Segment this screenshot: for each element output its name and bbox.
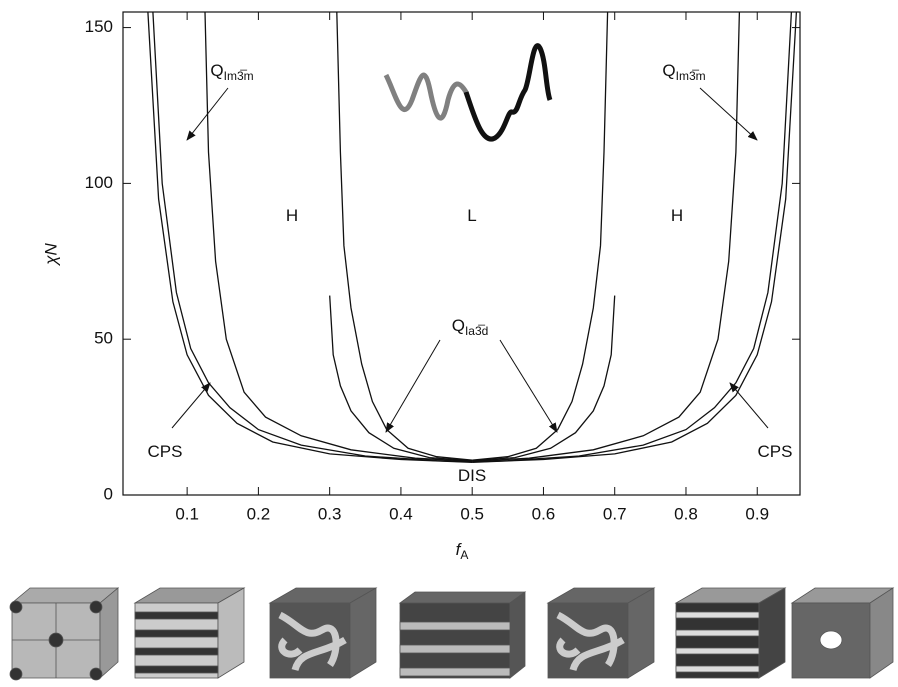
x-label-main: f [456,540,463,559]
x-tick-label: 0.2 [247,504,271,523]
x-tick-label: 0.4 [389,504,413,523]
phase-boundary [329,295,473,462]
y-tick-label: 0 [104,484,113,503]
x-label-sub: A [460,548,468,562]
chain-b-block [463,43,553,142]
phase-boundary [336,12,473,461]
phase-boundary [472,12,609,461]
chain-a-block [383,72,469,121]
annotation: QIm3̅m [210,61,253,83]
annotation-text: DIS [458,466,486,485]
x-tick-label: 0.8 [674,504,698,523]
annotation-arrow [499,339,558,433]
cube-lamellar [398,591,527,679]
annotation: QIa3̅d [452,316,489,338]
x-tick-label: 0.3 [318,504,342,523]
annotation: L [467,206,476,225]
plot-frame [122,11,801,496]
y-tick-label: 150 [85,17,113,36]
annotation-text: Q [210,61,223,80]
annotation-arrow [385,339,441,433]
x-tick-label: 0.1 [175,504,199,523]
annotation-sub: Im3̅m [676,69,706,83]
y-tick-label: 100 [85,173,113,192]
x-tick-label: 0.5 [460,504,484,523]
phase-boundary [204,12,473,462]
annotation: DIS [458,466,486,485]
phase-boundary [152,12,473,463]
annotation-sub: Im3̅m [224,69,254,83]
annotation: CPS [758,442,793,461]
cube-gyroid-a [268,587,378,679]
annotation-text: H [286,206,298,225]
cube-hex-b [674,587,787,679]
annotation-text: CPS [758,442,793,461]
annotation: H [671,206,683,225]
y-tick-label: 50 [94,329,113,348]
x-tick-label: 0.6 [532,504,556,523]
annotation: QIm3̅m [662,61,705,83]
x-tick-label: 0.7 [603,504,627,523]
annotation-text: H [671,206,683,225]
phase-boundary [472,12,741,462]
cube-sphere [790,587,895,679]
annotation-text: CPS [148,442,183,461]
cube-bcc [9,587,120,681]
phase-boundary [472,12,793,463]
x-axis-label: fA [456,540,469,562]
phase-boundary [472,12,798,463]
annotation-arrow [699,87,758,141]
annotation-text: L [467,206,476,225]
annotation: H [286,206,298,225]
y-axis-label: χN [41,243,60,267]
annotation-arrow [186,87,229,141]
annotation-arrow [171,382,211,429]
annotation-arrow [729,382,769,429]
phase-boundary [472,295,616,462]
annotation-sub: Ia3̅d [465,324,488,338]
annotation: CPS [148,442,183,461]
cube-gyroid-b [546,587,656,679]
annotation-text: Q [452,316,465,335]
annotation-text: Q [662,61,675,80]
phase-boundary [147,12,473,463]
cube-hex [133,587,246,679]
structure-images [9,587,895,681]
x-tick-label: 0.9 [745,504,769,523]
